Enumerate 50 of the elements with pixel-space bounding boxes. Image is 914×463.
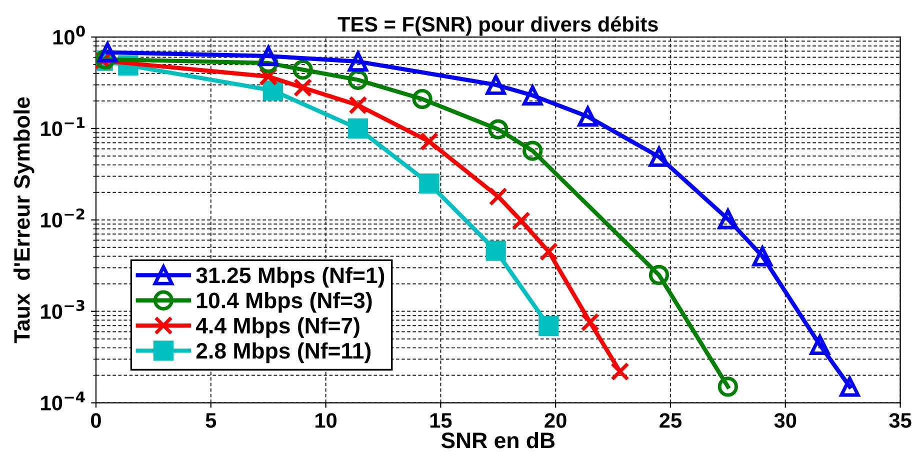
x-tick-label: 15 [430,413,452,428]
y-axis-title: Taux d'Erreur Symbole [14,97,34,344]
legend-label: 31.25 Mbps (Nf=1) [196,266,384,288]
point [648,264,670,286]
point [539,242,558,262]
point [488,119,508,140]
y-tick-label: 10$^{−1}$ [41,117,85,136]
y-tick-label: 10$^{0}$ [53,26,85,45]
point [580,312,600,332]
point [348,96,368,115]
legend-label: 4.4 Mbps (Nf=7) [196,317,360,338]
point [258,46,278,66]
x-tick-label: 10 [316,413,337,428]
point [348,118,368,139]
point [412,88,432,110]
point [522,140,543,161]
point [292,60,313,80]
chart-title: TES = F(SNR) pour divers débits [338,16,658,36]
x-tick-label: 30 [774,413,796,428]
point [810,334,830,355]
point [262,80,283,101]
point [648,146,670,167]
y-tick-label: 10$^{−3}$ [41,300,84,319]
point [486,74,506,95]
point [486,240,506,261]
x-axis-title: SNR en dB [441,432,555,448]
legend-label: 2.8 Mbps (Nf=11) [196,342,371,364]
point [420,132,439,151]
point [752,246,772,266]
y-tick-label: 10$^{−4}$ [41,392,85,410]
point [293,78,312,97]
x-tick-label: 0 [91,413,101,428]
point [348,70,368,90]
y-tick-label: 10$^{−2}$ [41,208,84,228]
point [488,187,508,206]
point [522,85,543,106]
x-tick-label: 35 [889,413,912,428]
x-tick-label: 25 [660,413,682,428]
point [578,106,598,127]
x-tick-label: 20 [544,413,566,428]
point [419,173,440,194]
x-tick-label: 5 [206,413,216,428]
point [348,51,368,72]
point [538,316,559,336]
point [512,211,530,230]
point [610,362,630,381]
legend-label: 10.4 Mbps (Nf=3) [197,292,372,313]
point [840,376,860,397]
point [97,42,118,62]
point [718,376,738,397]
